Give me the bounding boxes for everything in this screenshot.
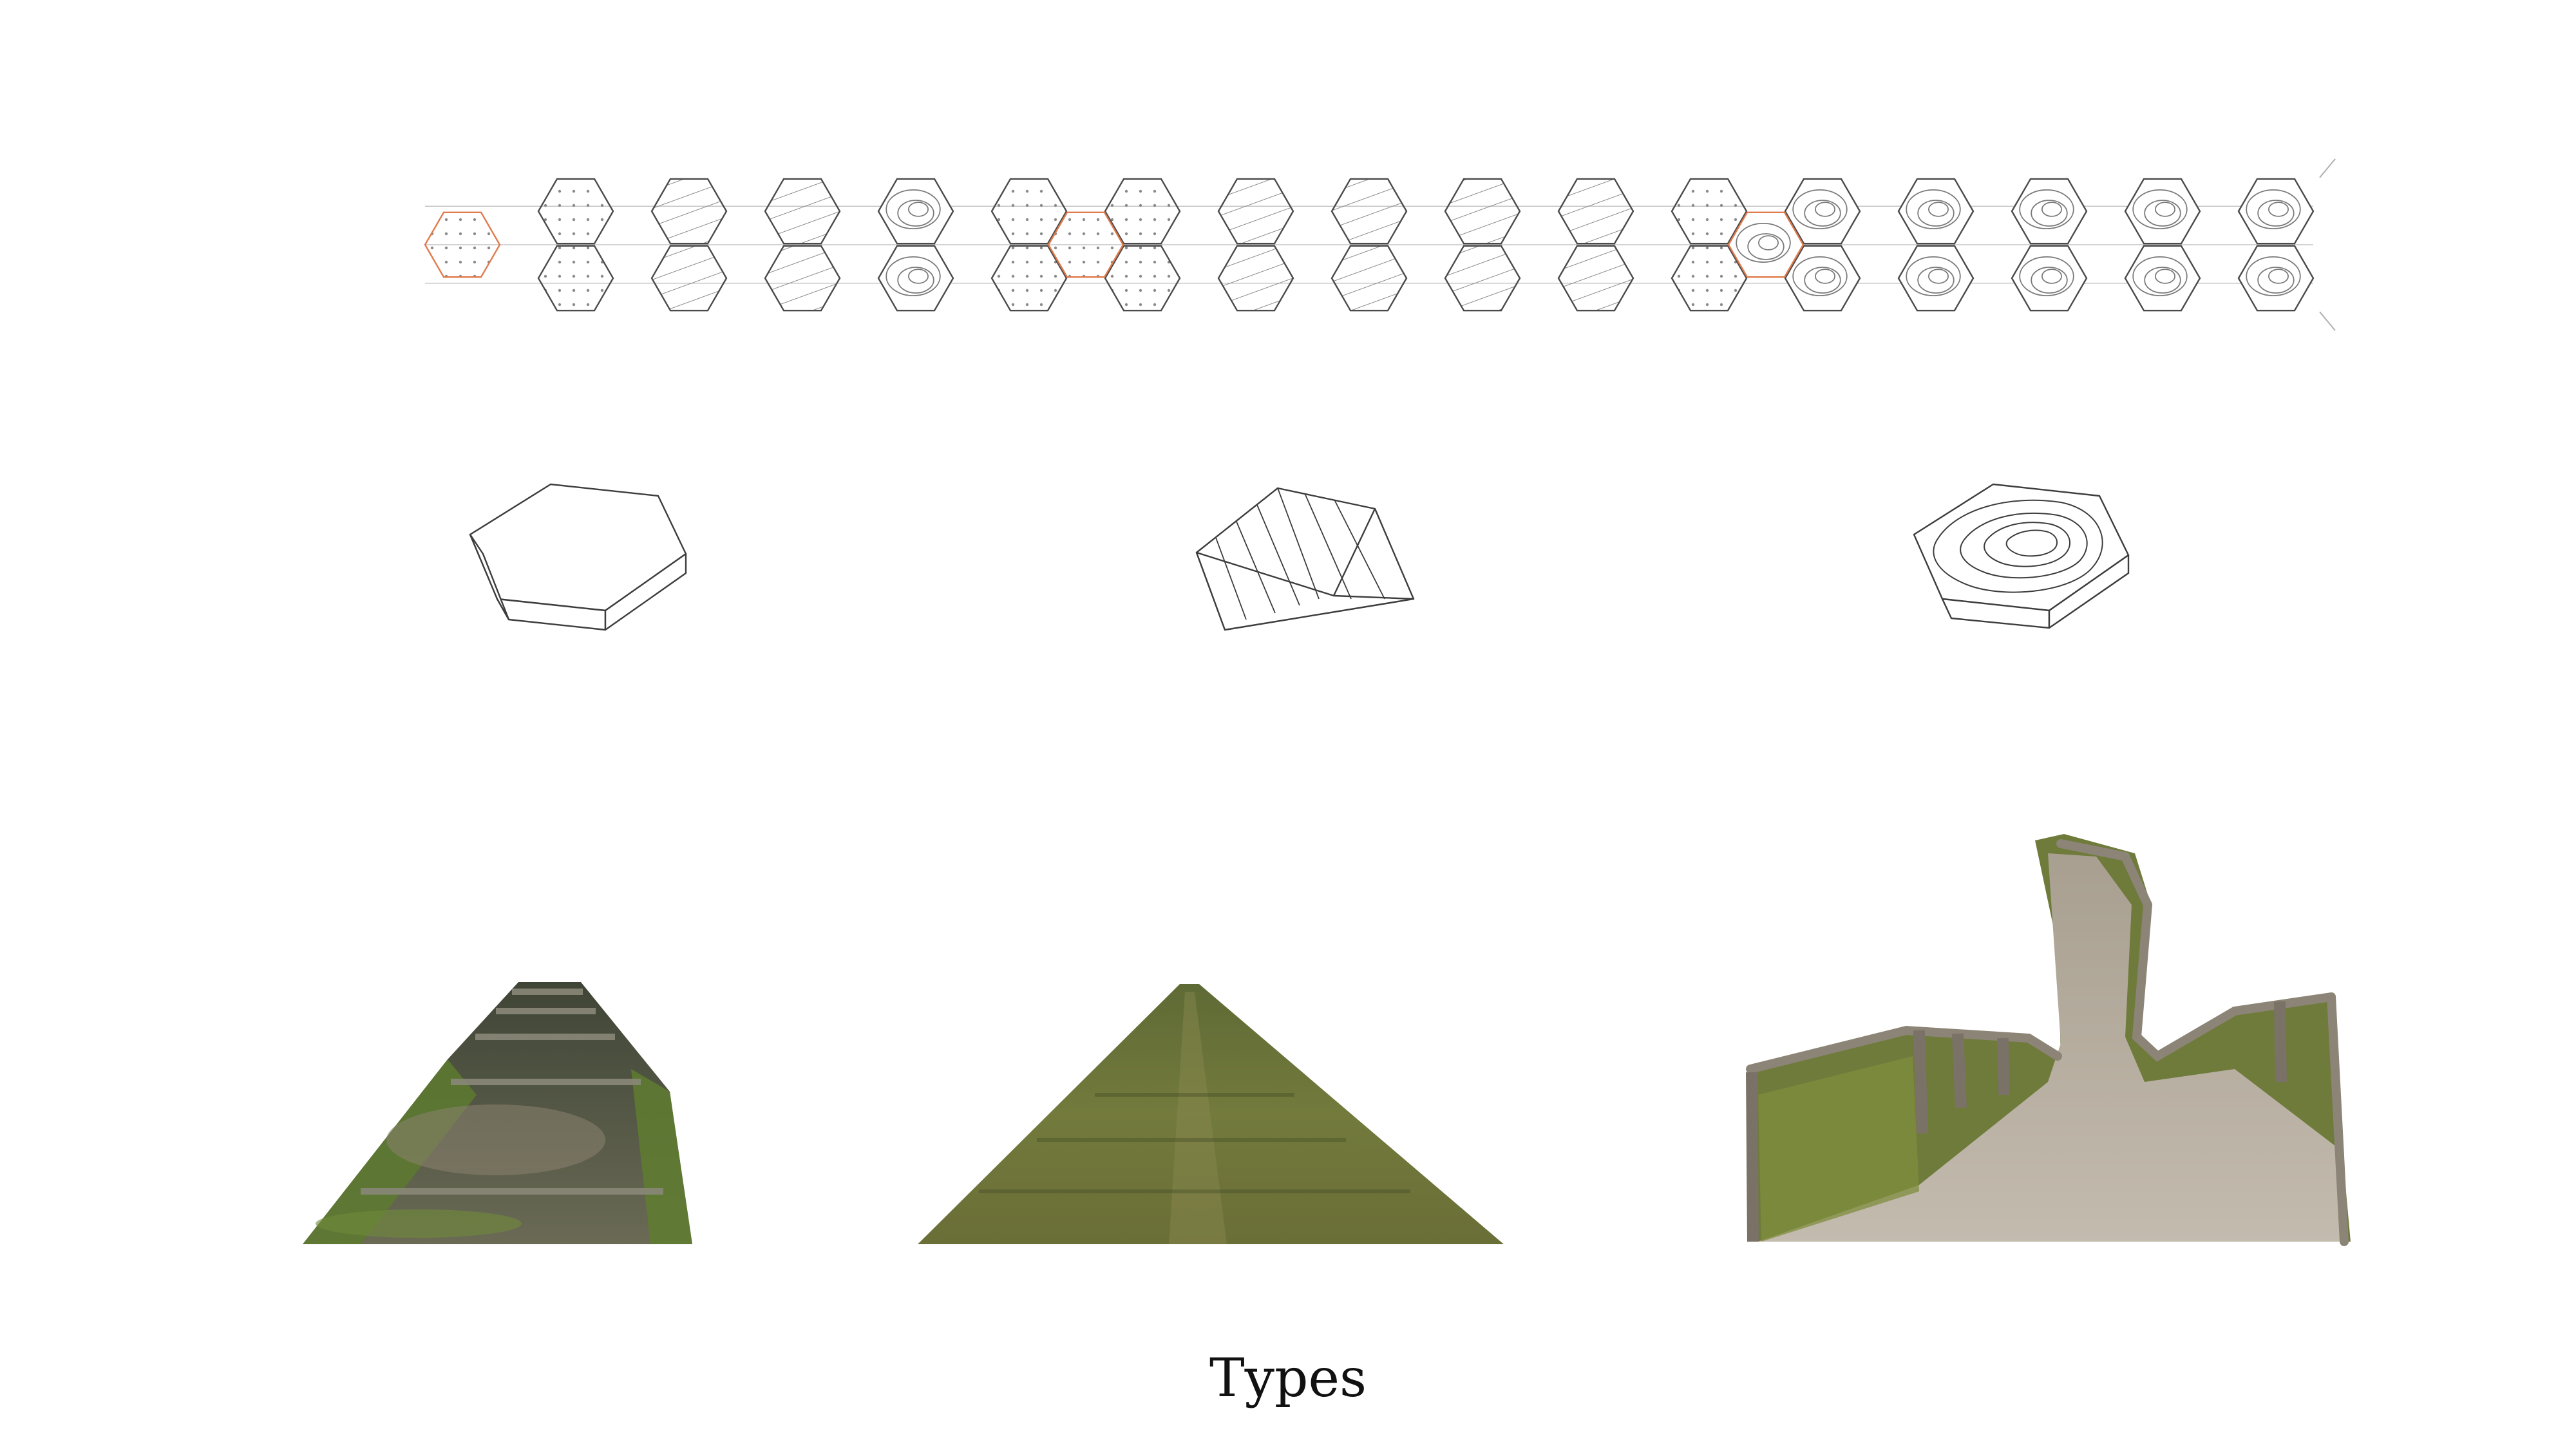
contour-line	[2257, 267, 2295, 294]
strip-hexagon-highlight	[1727, 211, 1804, 278]
contour-line	[1792, 189, 1848, 229]
ridged-prism-block	[1195, 487, 1415, 631]
strip-hexagon-lower	[990, 245, 1068, 312]
contour-line	[1917, 267, 1955, 294]
strip-hexagon-lower	[1104, 245, 1181, 312]
strip-hexagon-highlight	[1047, 211, 1124, 278]
contour-line	[1736, 222, 1791, 263]
contour-line	[2246, 189, 2301, 229]
strip-hexagon-upper	[2011, 178, 2088, 245]
contour-line	[2268, 202, 2289, 217]
strip-hexagon-lower	[2124, 245, 2201, 312]
contour-line	[886, 189, 941, 229]
strip-end-line	[2319, 311, 2336, 331]
strip-hexagon-upper	[1104, 178, 1181, 245]
strip-hexagon-lower	[1784, 245, 1861, 312]
contour-line	[1757, 235, 1779, 251]
strip-hexagon-upper	[1784, 178, 1861, 245]
strip-hexagon-lower	[537, 245, 614, 312]
strip-hexagon-upper	[2124, 178, 2201, 245]
strip-hexagon-upper	[537, 178, 614, 245]
contour-line	[1747, 233, 1785, 260]
strip-hexagon-lower	[1897, 245, 1975, 312]
contour-line	[2144, 200, 2181, 227]
contour-line	[2144, 267, 2181, 294]
strip-hexagon-upper	[990, 178, 1068, 245]
contour-line	[2041, 269, 2062, 284]
contour-line	[1906, 189, 1961, 229]
contoured-mound-block	[1913, 483, 2130, 629]
contour-line	[908, 269, 929, 284]
contour-line	[1804, 200, 1841, 227]
contour-line	[1927, 269, 1949, 284]
strip-hexagon-lower	[1331, 245, 1408, 312]
strip-hexagon-lower	[2011, 245, 2088, 312]
contour-line	[908, 202, 929, 217]
strip-end-line	[2319, 158, 2336, 178]
fenced-dune-path-image	[1746, 834, 2351, 1246]
strip-hexagon-lower	[764, 245, 841, 312]
contour-line	[2019, 256, 2074, 296]
flat-hexagon-block	[469, 483, 687, 631]
strip-hexagon-upper	[1217, 178, 1294, 245]
strip-hexagon-lower	[1557, 245, 1634, 312]
contour-line	[1792, 256, 1848, 296]
grass-strip-path-image	[918, 984, 1504, 1244]
stone-stairs-path-image	[303, 982, 692, 1244]
contour-line	[1804, 267, 1841, 294]
strip-hexagon-lower	[1217, 245, 1294, 312]
hexagon-pattern-strip	[424, 158, 2336, 331]
strip-hexagon-upper	[2237, 178, 2315, 245]
strip-hexagon-upper	[764, 178, 841, 245]
contour-line	[1917, 200, 1955, 227]
contour-line	[2041, 202, 2062, 217]
strip-hexagon-lower	[877, 245, 954, 312]
strip-hexagon-upper	[1671, 178, 1748, 245]
contour-line	[2154, 202, 2175, 217]
strip-hexagon-upper	[1557, 178, 1634, 245]
types-caption: Types	[1209, 1348, 1367, 1409]
strip-hexagon-lower	[1444, 245, 1521, 312]
contour-line	[2132, 189, 2188, 229]
contour-line	[897, 267, 934, 294]
contour-line	[1814, 269, 1835, 284]
contour-line	[2154, 269, 2175, 284]
contour-line	[2246, 256, 2301, 296]
contour-line	[1814, 202, 1835, 217]
contour-line	[1906, 256, 1961, 296]
contour-line	[897, 200, 934, 227]
strip-hexagon-upper	[1444, 178, 1521, 245]
contour-line	[2132, 256, 2188, 296]
strip-hexagon-lower	[650, 245, 728, 312]
strip-hexagon-lower	[1671, 245, 1748, 312]
strip-hexagon-upper	[877, 178, 954, 245]
contour-line	[2031, 200, 2068, 227]
strip-hexagon-upper	[650, 178, 728, 245]
contour-line	[2019, 189, 2074, 229]
contour-line	[2031, 267, 2068, 294]
contour-line	[1927, 202, 1949, 217]
contour-line	[886, 256, 941, 296]
strip-hexagon-upper	[1897, 178, 1975, 245]
contour-line	[2268, 269, 2289, 284]
contour-line	[2257, 200, 2295, 227]
strip-hexagon-upper	[1331, 178, 1408, 245]
strip-hexagon-lower	[2237, 245, 2315, 312]
strip-hexagon-start	[424, 211, 501, 278]
